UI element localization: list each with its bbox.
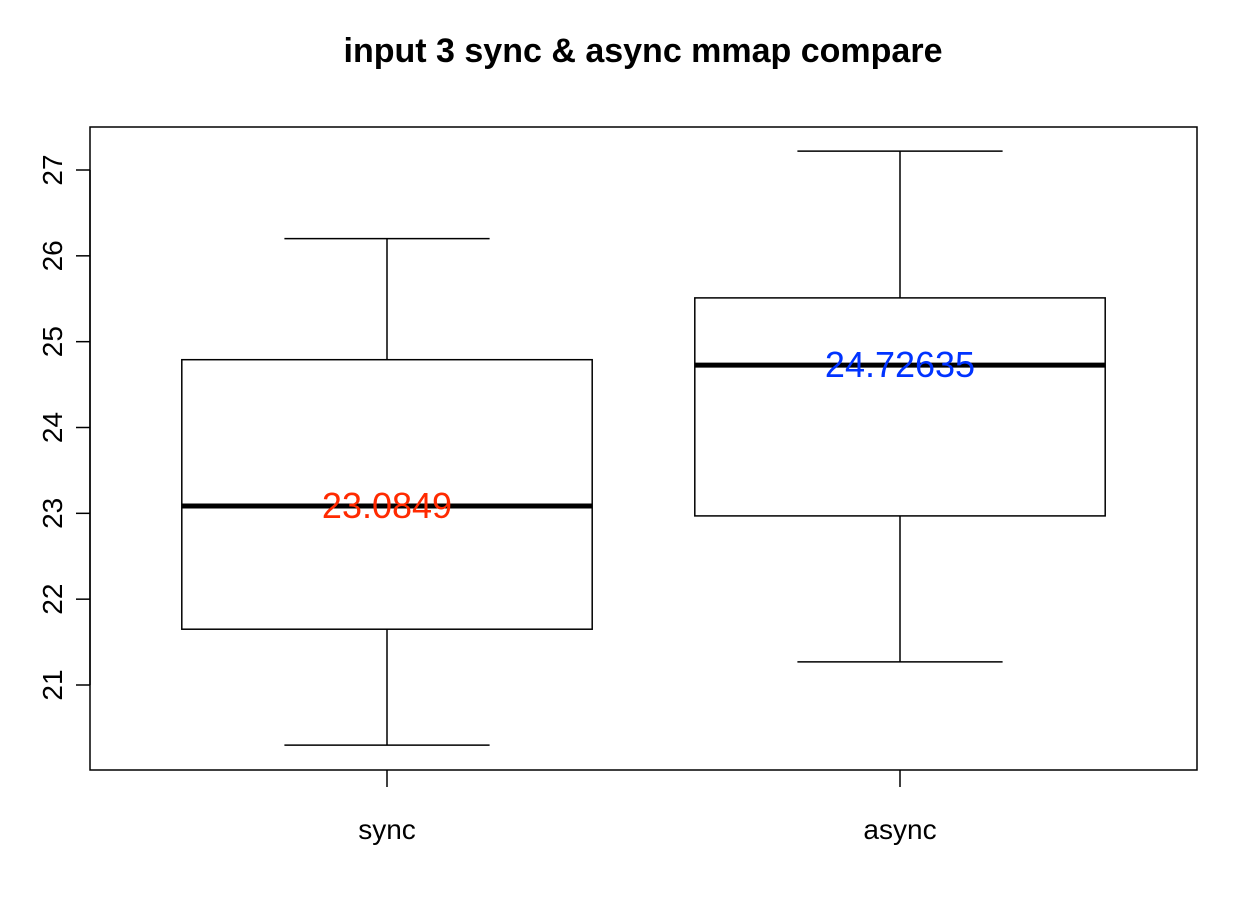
x-axis: sync async: [358, 770, 937, 845]
box-sync: 23.0849: [181, 237, 593, 746]
y-axis: 21 22 23 24 25 26 27: [37, 154, 91, 701]
y-tick-label: 27: [37, 154, 68, 185]
iqr-box: [694, 297, 1106, 517]
boxes: 23.0849 24.72635: [181, 150, 1106, 746]
median-label: 23.0849: [322, 485, 452, 526]
y-tick-label: 21: [37, 669, 68, 700]
x-tick-label: sync: [358, 814, 416, 845]
y-tick-label: 23: [37, 498, 68, 529]
chart-title: input 3 sync & async mmap compare: [344, 32, 943, 70]
iqr-box: [181, 358, 593, 630]
box-async: 24.72635: [694, 150, 1106, 663]
y-tick-label: 22: [37, 584, 68, 615]
y-tick-label: 25: [37, 326, 68, 357]
median-label: 24.72635: [825, 344, 975, 385]
x-tick-label: async: [863, 814, 936, 845]
y-tick-label: 24: [37, 412, 68, 443]
y-tick-label: 26: [37, 240, 68, 271]
